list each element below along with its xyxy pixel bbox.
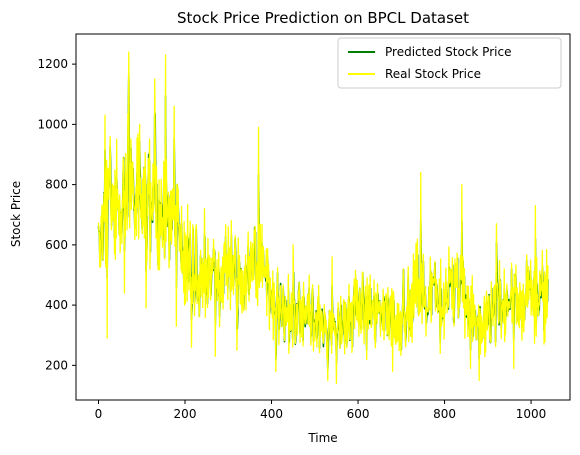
x-tick-label-600: 600 [347,407,370,421]
x-tick-label-200: 200 [174,407,197,421]
y-tick-label-800: 800 [45,178,68,192]
chart-title: Stock Price Prediction on BPCL Dataset [177,9,469,27]
x-tick-label-400: 400 [260,407,283,421]
legend: Predicted Stock Price Real Stock Price [337,37,562,89]
plot-frame [75,33,571,401]
x-tick-label-800: 800 [433,407,456,421]
y-tick-label-400: 400 [45,298,68,312]
legend-box [337,37,562,89]
x-axis-label: Time [307,431,337,445]
series-real-line [97,51,549,385]
x-tick-label-0: 0 [95,407,103,421]
y-axis-label: Stock Price [9,181,23,247]
y-tick-label-600: 600 [45,238,68,252]
series-layer [97,51,549,385]
x-tick-label-1000: 1000 [516,407,547,421]
ticks-layer: 0 200 400 600 800 1000 200 400 600 800 1000 1200 [37,57,546,421]
y-tick-label-200: 200 [45,358,68,372]
y-tick-label-1000: 1000 [37,117,68,131]
y-tick-label-1200: 1200 [37,57,68,71]
legend-label-predicted: Predicted Stock Price [385,45,511,59]
legend-label-real: Real Stock Price [385,67,481,81]
